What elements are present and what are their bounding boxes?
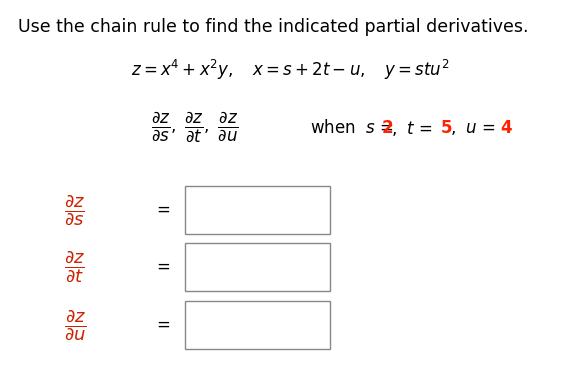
Text: Use the chain rule to find the indicated partial derivatives.: Use the chain rule to find the indicated…: [18, 18, 529, 36]
Text: $\dfrac{\partial z}{\partial s}$: $\dfrac{\partial z}{\partial s}$: [64, 193, 85, 227]
Text: ,  $u$ =: , $u$ =: [450, 119, 497, 137]
Text: 4: 4: [500, 119, 512, 137]
Bar: [185, 243, 330, 291]
Bar: [185, 301, 330, 349]
Text: $z = x^4 + x^2y, \quad x = s + 2t - u, \quad y = stu^2$: $z = x^4 + x^2y, \quad x = s + 2t - u, \…: [131, 58, 449, 82]
Bar: [185, 186, 330, 234]
Text: when  $s$ =: when $s$ =: [310, 119, 395, 137]
Text: 2: 2: [382, 119, 393, 137]
Text: 5: 5: [441, 119, 453, 137]
Text: ,  $t$ =: , $t$ =: [391, 119, 435, 138]
Text: $\dfrac{\partial z}{\partial u}$: $\dfrac{\partial z}{\partial u}$: [64, 308, 87, 342]
Text: =: =: [156, 258, 170, 276]
Text: $\dfrac{\partial z}{\partial t}$: $\dfrac{\partial z}{\partial t}$: [64, 250, 85, 284]
Text: =: =: [156, 201, 170, 219]
Text: =: =: [156, 316, 170, 334]
Text: $\dfrac{\partial z}{\partial s},\ \dfrac{\partial z}{\partial t},\ \dfrac{\parti: $\dfrac{\partial z}{\partial s},\ \dfrac…: [151, 110, 239, 144]
